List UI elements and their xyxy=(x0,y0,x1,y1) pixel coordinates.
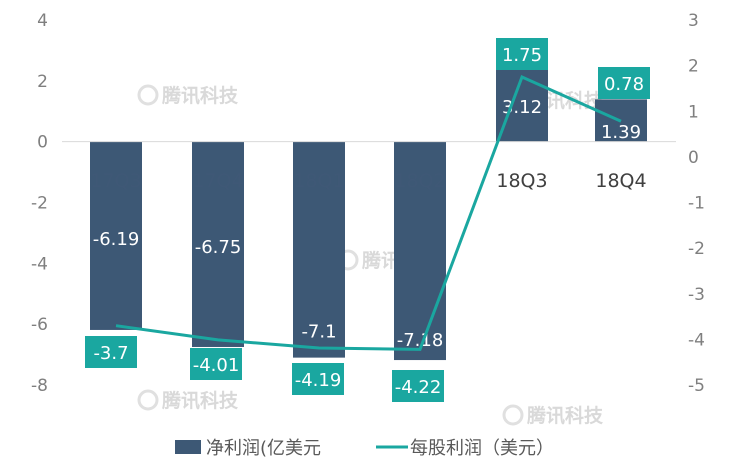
legend-label-net-profit: 净利润(亿美元 xyxy=(206,438,321,459)
eps-label-box xyxy=(392,370,444,402)
category-label: 18Q2 xyxy=(394,170,445,192)
category-label: 18Q3 xyxy=(496,170,547,192)
left-axis-tick-label: -2 xyxy=(31,194,48,214)
eps-value-label: -4.22 xyxy=(395,377,442,398)
bar-value-label: -7.1 xyxy=(301,322,336,343)
left-axis-tick-label: 0 xyxy=(37,133,48,153)
right-axis-tick-label: -4 xyxy=(688,330,705,350)
right-axis-tick-label: 3 xyxy=(688,11,699,31)
watermark-logo-icon xyxy=(137,389,159,411)
right-axis-tick-label: -3 xyxy=(688,285,705,305)
eps-label-box xyxy=(85,336,137,368)
category-label: 18Q4 xyxy=(595,170,646,192)
bar xyxy=(293,141,345,358)
bar xyxy=(90,141,142,330)
watermark-logo-icon xyxy=(137,84,159,106)
eps-label-box xyxy=(598,67,650,99)
left-axis-tick-label: 2 xyxy=(37,72,48,92)
category-label: 17Q4 xyxy=(192,170,243,192)
eps-value-label: 0.78 xyxy=(604,74,644,95)
category-label: 17Q3 xyxy=(90,170,141,192)
watermark-logo-icon xyxy=(502,404,524,426)
watermark-text: 腾讯科技 xyxy=(161,389,239,412)
bar xyxy=(394,141,446,361)
right-axis-tick-label: -1 xyxy=(688,194,705,214)
eps-value-label: 1.75 xyxy=(502,45,542,66)
right-axis-tick-label: 0 xyxy=(688,148,699,168)
bar xyxy=(192,141,244,347)
bar-value-label: -6.19 xyxy=(93,229,140,250)
eps-value-label: -4.01 xyxy=(193,355,240,376)
bar-value-label: 1.39 xyxy=(601,122,641,143)
legend-swatch-bar xyxy=(175,440,201,454)
left-axis-tick-label: -4 xyxy=(31,254,48,274)
category-label: 18Q1 xyxy=(293,170,344,192)
right-axis-tick-label: -5 xyxy=(688,376,705,396)
eps-label-box xyxy=(292,363,344,395)
left-axis-tick-label: -6 xyxy=(31,315,48,335)
eps-value-label: -4.19 xyxy=(295,370,342,391)
eps-value-label: -3.7 xyxy=(93,343,128,364)
left-axis-tick-label: 4 xyxy=(37,11,48,31)
right-axis-tick-label: 2 xyxy=(688,57,699,77)
right-axis-tick-label: 1 xyxy=(688,102,699,122)
eps-line xyxy=(115,75,622,351)
watermark-text: 腾讯科技 xyxy=(526,404,604,427)
bar-value-label: -6.75 xyxy=(195,237,242,258)
legend-label-eps: 每股利润（美元） xyxy=(410,438,554,459)
left-axis-tick-label: -8 xyxy=(31,376,48,396)
bar-value-label: -7.18 xyxy=(397,330,444,351)
watermark-text: 腾讯科技 xyxy=(161,84,239,107)
eps-label-box xyxy=(496,38,548,70)
right-axis-tick-label: -2 xyxy=(688,239,705,259)
eps-label-box xyxy=(190,348,242,380)
